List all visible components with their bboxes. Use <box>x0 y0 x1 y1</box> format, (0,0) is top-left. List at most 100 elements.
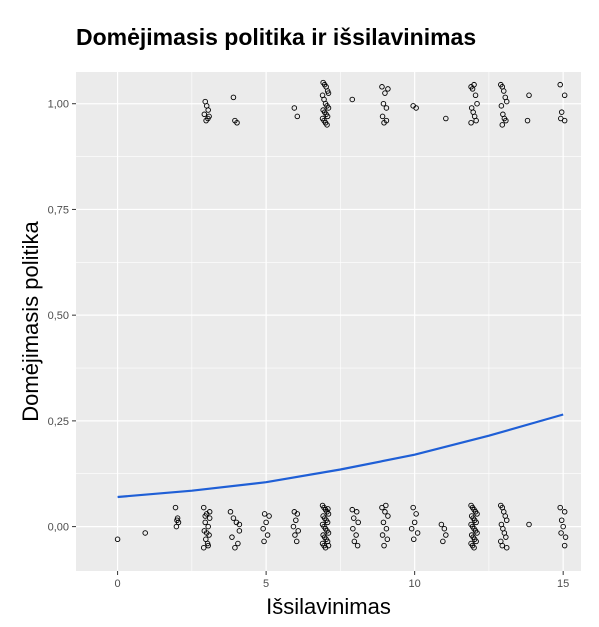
data-point <box>557 81 563 88</box>
data-point <box>324 113 331 120</box>
grid-minor <box>76 72 581 571</box>
data-point <box>354 542 361 549</box>
data-point <box>325 90 332 96</box>
data-point <box>351 515 357 521</box>
data-point <box>201 111 208 118</box>
data-point <box>227 509 234 515</box>
data-point <box>172 504 179 511</box>
data-point <box>524 117 531 124</box>
data-point <box>349 96 356 103</box>
data-point <box>411 519 418 526</box>
data-point <box>562 534 569 540</box>
data-point <box>234 119 240 126</box>
data-point <box>410 504 416 511</box>
data-point <box>561 509 568 515</box>
data-point <box>325 511 332 517</box>
y-tick-label: 0,75 <box>48 204 69 216</box>
data-point <box>261 538 267 545</box>
y-tick-label: 1,00 <box>48 99 69 111</box>
data-point <box>325 542 332 549</box>
data-point <box>174 515 181 521</box>
data-point <box>413 105 419 111</box>
y-tick-label: 0,50 <box>48 310 69 322</box>
data-point <box>561 117 568 124</box>
data-point <box>206 515 213 521</box>
data-point <box>324 122 330 128</box>
data-point <box>380 519 387 526</box>
data-point <box>230 94 237 101</box>
data-point <box>383 525 390 532</box>
data-point <box>230 515 237 521</box>
y-axis-title: Domėjimasis politika <box>18 220 43 421</box>
data-point <box>499 122 506 128</box>
data-point <box>503 98 510 105</box>
data-point <box>383 105 390 111</box>
data-point <box>206 509 213 515</box>
data-point <box>384 536 391 543</box>
data-point <box>325 506 331 512</box>
data-point <box>441 525 448 532</box>
data-point <box>236 521 243 528</box>
grid-major <box>76 72 581 571</box>
data-point <box>292 532 298 538</box>
data-point <box>561 92 568 99</box>
y-tick-label: 0,25 <box>48 416 69 428</box>
data-point <box>561 542 568 549</box>
fit-line <box>117 413 564 499</box>
data-point <box>385 513 391 519</box>
data-point <box>200 544 207 551</box>
plot-panel <box>76 72 581 571</box>
data-point <box>526 521 532 528</box>
data-point <box>473 519 479 526</box>
x-axis: 0 5 10 15 <box>115 571 569 590</box>
data-point <box>173 523 180 530</box>
data-point <box>379 84 385 90</box>
data-point <box>503 544 510 551</box>
data-point <box>503 534 509 540</box>
data-point <box>229 534 235 540</box>
data-point <box>261 511 268 517</box>
data-point <box>295 528 301 534</box>
data-point <box>290 523 297 530</box>
data-point <box>294 113 301 120</box>
data-point <box>382 509 388 515</box>
data-point <box>205 107 211 113</box>
data-point <box>325 530 332 536</box>
data-point <box>349 506 356 513</box>
data-point <box>264 532 271 538</box>
data-point <box>205 115 211 122</box>
data-point <box>411 536 417 543</box>
data-point <box>325 105 332 111</box>
data-point <box>293 517 299 524</box>
data-point <box>263 519 269 526</box>
data-point <box>560 523 566 530</box>
data-point <box>203 530 210 536</box>
chart-title: Domėjimasis politika ir išsilavinimas <box>76 24 477 50</box>
data-point <box>381 542 387 549</box>
data-point <box>413 511 419 517</box>
data-point <box>473 117 479 124</box>
data-point <box>503 117 509 124</box>
data-point <box>558 109 565 115</box>
data-point <box>440 538 446 545</box>
data-point <box>471 81 477 88</box>
data-point <box>291 105 298 111</box>
data-point <box>558 517 565 524</box>
data-point <box>232 544 238 551</box>
data-point <box>260 525 266 532</box>
data-point <box>379 113 386 120</box>
data-point <box>499 542 506 549</box>
x-axis-title: Išsilavinimas <box>266 594 391 619</box>
data-point <box>503 517 510 524</box>
data-point <box>380 100 387 107</box>
data-point <box>294 511 301 517</box>
x-tick-label: 15 <box>557 578 569 590</box>
data-point <box>501 88 507 94</box>
data-point <box>468 119 474 126</box>
data-point <box>443 532 449 538</box>
data-point <box>236 528 243 534</box>
data-point <box>414 530 421 536</box>
data-point <box>443 115 449 122</box>
data-point <box>381 119 387 126</box>
data-point <box>350 525 356 532</box>
